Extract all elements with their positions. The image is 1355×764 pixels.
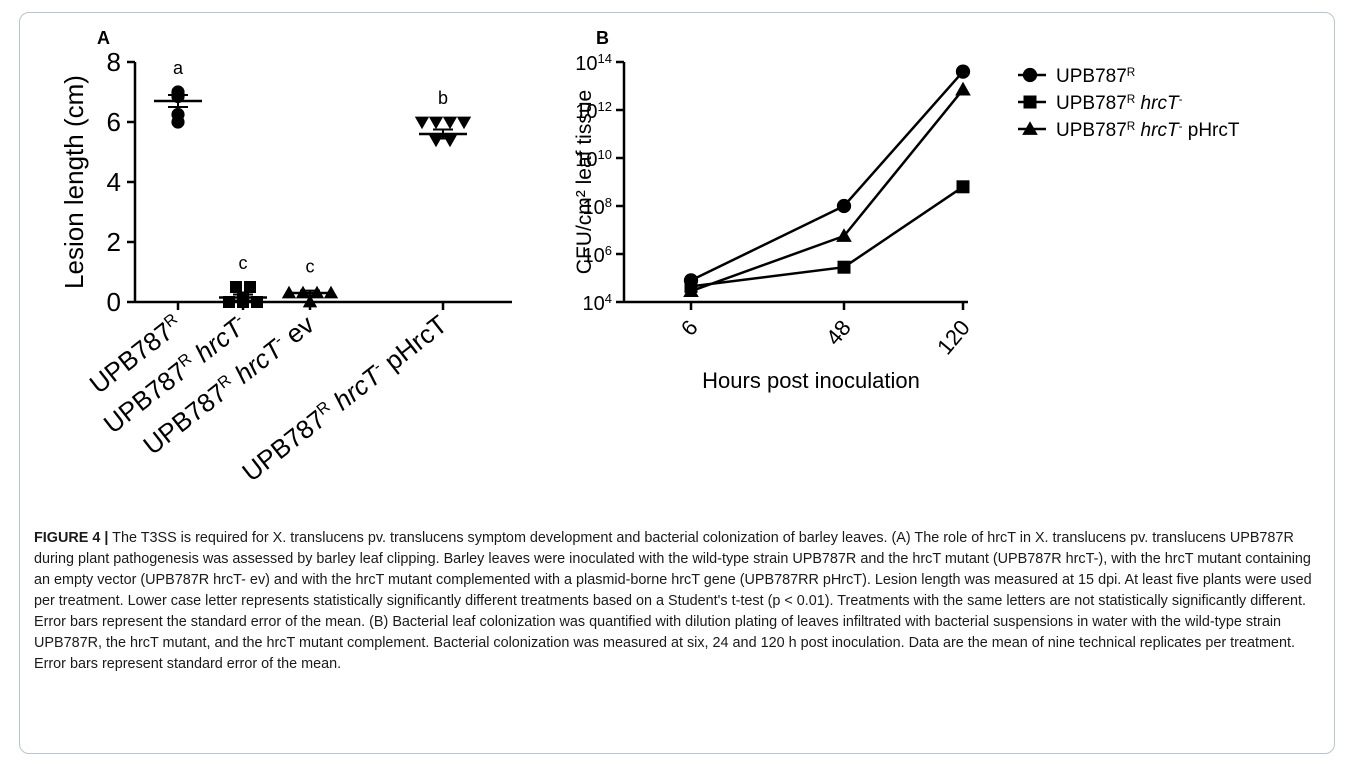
panel-b-legend-label-part: hrcT — [1135, 93, 1180, 114]
panel-b-series-2: UPB787R hrcT- — [684, 93, 1183, 293]
panel-b-legend-label-part: R — [1127, 93, 1136, 106]
panel-b-x-tick-label: 6 — [676, 315, 703, 340]
panel-b-x-tick-label: 120 — [932, 315, 975, 359]
panel-b-data-point — [837, 260, 851, 274]
panel-b-legend-label-part: - — [1179, 93, 1183, 106]
panel-b-y-tick-label: 1012 — [575, 99, 612, 124]
panel-b-y-tick-base: 10 — [575, 149, 597, 171]
panel-a-data-point — [414, 116, 430, 130]
panel-b-data-point — [836, 228, 852, 242]
panel-b-legend-entry: UPB787R hrcT- pHrcT — [1018, 120, 1240, 142]
panel-a-group-2: c — [219, 253, 267, 308]
panel-b-legend-label-part: R — [1127, 120, 1136, 133]
panel-b-y-tick-base: 10 — [575, 53, 597, 75]
panel-a-significance-letter: c — [306, 257, 315, 277]
panel-b-label: B — [596, 28, 609, 48]
panel-b-y-tick-label: 108 — [583, 195, 612, 220]
panel-a-data-point — [442, 134, 458, 148]
panel-a-data-point — [302, 294, 318, 308]
panel-b-y-tick-label: 1014 — [575, 51, 612, 76]
panel-a-category-label-part: UPB787 — [236, 404, 331, 487]
panel-b-data-point — [955, 81, 971, 96]
panel-b-data-point — [836, 198, 852, 214]
panel-b-series-3: UPB787R hrcT- pHrcT — [683, 81, 1240, 298]
panel-a-y-tick-label: 4 — [107, 167, 121, 197]
panel-b-y-axis-label: CFU/cm² leaf tissue — [573, 90, 596, 274]
panel-b-legend-marker — [1022, 67, 1038, 83]
panel-b-x-tick-label: 48 — [821, 315, 856, 350]
panel-b-y-tick-base: 10 — [583, 197, 605, 219]
panel-a-y-tick-label: 2 — [107, 227, 121, 257]
figure-label: FIGURE 4 | — [34, 530, 109, 546]
panel-b-legend-label-part: UPB787 — [1056, 66, 1127, 87]
panel-a-data-point — [244, 281, 256, 293]
panel-a-category-label-part: pHrcT — [373, 309, 453, 381]
figure-frame — [19, 12, 1335, 754]
panel-b-data-point — [956, 180, 970, 194]
panel-b-legend-label: UPB787R hrcT- — [1056, 93, 1183, 115]
panel-a-significance-letter: a — [173, 58, 184, 78]
panel-a-data-point — [442, 116, 458, 130]
panel-b-legend-label: UPB787R — [1056, 66, 1135, 88]
panel-b-y-tick-exponent: 12 — [598, 99, 612, 114]
panel-a-y-tick-label: 0 — [107, 287, 121, 317]
panel-b-legend-entry: UPB787R hrcT- — [1018, 93, 1183, 115]
panel-b-y-tick-base: 10 — [583, 293, 605, 315]
panel-a-data-point — [428, 134, 444, 148]
panel-a-data-point — [237, 296, 249, 308]
panel-a-y-tick-label: 8 — [107, 47, 121, 77]
panel-b-legend-label-part: - — [1179, 120, 1183, 133]
panel-b-y-tick-label: 104 — [583, 291, 612, 316]
panel-a-group-4: b — [414, 88, 472, 148]
panel-b-legend-label: UPB787R hrcT- pHrcT — [1056, 120, 1240, 142]
panel-a-significance-letter: b — [438, 88, 448, 108]
panel-b-legend-label-part: pHrcT — [1182, 120, 1239, 141]
panel-a-group-3: c — [281, 257, 339, 308]
panel-a-data-point — [251, 296, 263, 308]
panel-b-legend-marker — [1023, 95, 1037, 109]
panel-b-data-point — [955, 64, 971, 79]
panel-b-y-tick-exponent: 14 — [598, 51, 612, 66]
caption-text: The T3SS is required for X. translucens … — [34, 530, 1312, 672]
panel-b-y-tick-exponent: 8 — [605, 195, 612, 210]
panel-a-data-point — [428, 116, 444, 130]
panel-a-data-point — [456, 116, 472, 130]
panel-b-legend-label-part: hrcT — [1135, 120, 1180, 141]
figure-caption: FIGURE 4 | The T3SS is required for X. t… — [34, 528, 1324, 675]
panel-b-legend-entry: UPB787R — [1018, 66, 1135, 88]
panel-b-y-tick-base: 10 — [583, 245, 605, 267]
panel-a-group-1: a — [154, 58, 202, 129]
panel-a-data-point — [223, 296, 235, 308]
panel-b-y-tick-exponent: 6 — [605, 243, 612, 258]
panel-b-y-tick-base: 10 — [575, 101, 597, 123]
panel-a-data-point — [171, 115, 185, 129]
panel-a-label: A — [97, 28, 110, 48]
panel-b-legend-label-part: UPB787 — [1056, 120, 1127, 141]
panel-b-y-tick-label: 1010 — [575, 147, 612, 172]
panel-b-series-line — [690, 185, 964, 288]
panel-a-y-tick-label: 6 — [107, 107, 121, 137]
panel-a-y-axis-label: Lesion length (cm) — [59, 75, 89, 289]
panel-a-significance-letter: c — [239, 253, 248, 273]
panel-b-data-point — [683, 283, 699, 298]
panel-b-legend-label-part: UPB787 — [1056, 93, 1127, 114]
panel-b-y-tick-label: 106 — [583, 243, 612, 268]
panel-b-x-axis-label: Hours post inoculation — [702, 368, 920, 393]
panel-a-data-point — [230, 281, 242, 293]
panel-b-legend-label-part: R — [1127, 66, 1136, 79]
panel-b-series-1: UPB787R — [683, 64, 1135, 288]
panel-b-y-tick-exponent: 4 — [605, 291, 612, 306]
panel-b-series-line — [690, 70, 964, 282]
panel-b-y-tick-exponent: 10 — [598, 147, 612, 162]
panel-b-legend-marker — [1022, 121, 1038, 135]
